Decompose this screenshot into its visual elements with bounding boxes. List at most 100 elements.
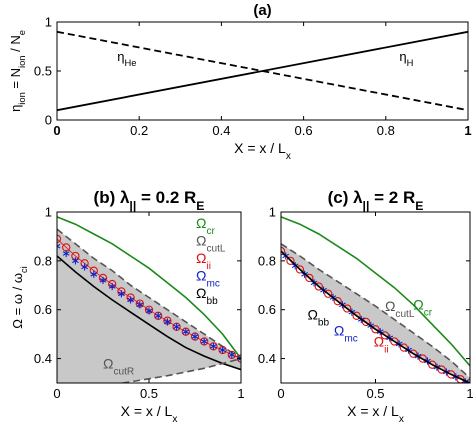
series-mc-point — [57, 242, 61, 250]
series-cr-line — [57, 216, 241, 360]
series-mc-point — [108, 282, 116, 291]
series-mc-point — [228, 351, 236, 359]
y-axis-label: ηion = Nion / Ne — [8, 30, 27, 112]
series-mc-point — [118, 290, 125, 298]
panel-c: 0 0.5 1 0.4 0.6 0.8 1 (c) λ|| = 2 RE X = x / Lx Ω… — [258, 188, 474, 425]
series-mc-point-stroke — [219, 347, 226, 353]
series-ii-point — [295, 265, 305, 274]
series-mc-point — [200, 337, 208, 346]
y-tick-label: 0.5 — [34, 64, 52, 79]
plot-area — [281, 216, 470, 383]
series-mc-point-stroke — [136, 302, 144, 308]
series-mc-point-stroke — [200, 339, 208, 344]
series-cutR-line — [118, 357, 241, 383]
y-tick-label: 0.8 — [34, 253, 52, 268]
plot-area — [57, 216, 241, 383]
x-tick-label: 1 — [237, 386, 244, 401]
series-mc-point — [210, 342, 217, 350]
y-tick-label: 0.4 — [34, 351, 52, 366]
x-tick-label: 0.6 — [295, 123, 313, 138]
series-mc-point-stroke — [173, 324, 180, 330]
legend-entry-cutL: ΩcutL — [196, 233, 226, 255]
legend-entry-bb: Ωbb — [196, 285, 218, 307]
series-mc-point-stroke — [154, 313, 162, 319]
series-mc-point-stroke — [90, 272, 98, 277]
series-cr-line — [281, 216, 470, 367]
chart-title: (c) λ|| = 2 RE — [328, 188, 424, 213]
series-mc-point-stroke — [145, 308, 153, 314]
x-tick-label: 0.2 — [130, 123, 148, 138]
annotation-mc: Ωmc — [334, 322, 358, 344]
y-tick-label: 0.6 — [34, 302, 52, 317]
series-mc-point — [154, 312, 162, 320]
series-ii-point — [342, 304, 352, 313]
series-ii-point — [409, 349, 418, 358]
panel-b: 0 0.5 1 0.4 0.6 0.8 1 (b) λ|| = 0.2 RE X = x / L… — [10, 188, 245, 425]
x-tick-label: 0 — [277, 386, 284, 401]
shaded-region-0 — [281, 243, 470, 383]
series-ii-point — [361, 317, 371, 327]
series-ii-point — [437, 365, 446, 374]
legend-entry-ii: Ωii — [196, 250, 211, 272]
series-ii-point — [352, 311, 361, 320]
series-mc-point-stroke — [237, 357, 241, 361]
x-tick-label: 0 — [53, 123, 60, 138]
series-mc-point-stroke — [118, 291, 125, 297]
series-mc-point-stroke — [210, 344, 217, 349]
x-axis-label: X = x / Lx — [121, 403, 178, 425]
x-tick-label: 0.8 — [377, 123, 395, 138]
series-mc-point-stroke — [57, 243, 61, 247]
series-mc-point — [173, 323, 180, 331]
series-mc-point — [90, 270, 98, 278]
series-mc-point — [127, 296, 134, 304]
series-ii-point — [314, 282, 323, 291]
series-bb-line — [57, 255, 241, 371]
annotation-cutR: ΩcutR — [103, 355, 134, 377]
y-axis-label: Ω = ω / ωci — [10, 266, 29, 328]
annotation-ii: Ωii — [374, 333, 389, 355]
series-mc-point-stroke — [99, 278, 107, 283]
shaded-region-1 — [57, 256, 241, 383]
series-ii-point — [380, 331, 390, 340]
series-mc-point-stroke — [164, 319, 171, 325]
panel-a: ηHe ηH 0 0.2 0.4 0.6 0.8 1 0 0.5 1 (a) X = x / Lx ηio… — [8, 2, 472, 162]
legend-entry-cr: Ωcr — [196, 215, 216, 237]
series-mc-point-stroke — [182, 329, 190, 334]
series-ii-point — [324, 289, 333, 298]
series-ii-point — [399, 343, 408, 352]
series-ii-point — [286, 256, 295, 266]
annotation-cr: Ωcr — [413, 297, 433, 319]
x-tick-label: 0 — [53, 386, 60, 401]
y-tick-label: 1 — [269, 205, 276, 220]
x-axis-label: X = x / Lx — [347, 403, 404, 425]
series-ii-point — [305, 273, 314, 283]
legend-entry-mc: Ωmc — [196, 268, 220, 290]
series-mc-point — [145, 307, 153, 315]
series-mc-point-stroke — [228, 352, 236, 358]
series-mc-point — [182, 328, 190, 336]
chart-title: (a) — [253, 2, 271, 19]
series-ii-point — [418, 354, 427, 363]
series-mc-point — [424, 357, 431, 365]
y-tick-label: 0.4 — [258, 351, 276, 366]
chart-title: (b) λ|| = 0.2 RE — [94, 188, 205, 213]
series-mc-point-stroke — [57, 245, 61, 249]
series-ii-point — [371, 325, 380, 334]
series-cutL-line — [57, 228, 241, 360]
x-tick-label: 0.5 — [140, 386, 158, 401]
series-cutL-line — [281, 243, 470, 379]
series-mc-point-stroke — [81, 264, 88, 270]
series-mc-point — [136, 301, 144, 309]
series-mc-point-stroke — [127, 297, 134, 303]
series-mc-point-stroke — [424, 358, 431, 364]
x-tick-label: 1 — [466, 386, 473, 401]
x-tick-label: 1 — [464, 123, 471, 138]
y-tick-label: 1 — [45, 205, 52, 220]
series-mc-point — [237, 354, 241, 363]
series-mc-point — [62, 249, 70, 258]
series-label-H: ηH — [399, 49, 413, 68]
series-ii-point — [333, 297, 342, 306]
series-mc-point — [81, 263, 88, 271]
x-tick-label: 0.4 — [212, 123, 230, 138]
series-mc-point-stroke — [72, 258, 79, 264]
